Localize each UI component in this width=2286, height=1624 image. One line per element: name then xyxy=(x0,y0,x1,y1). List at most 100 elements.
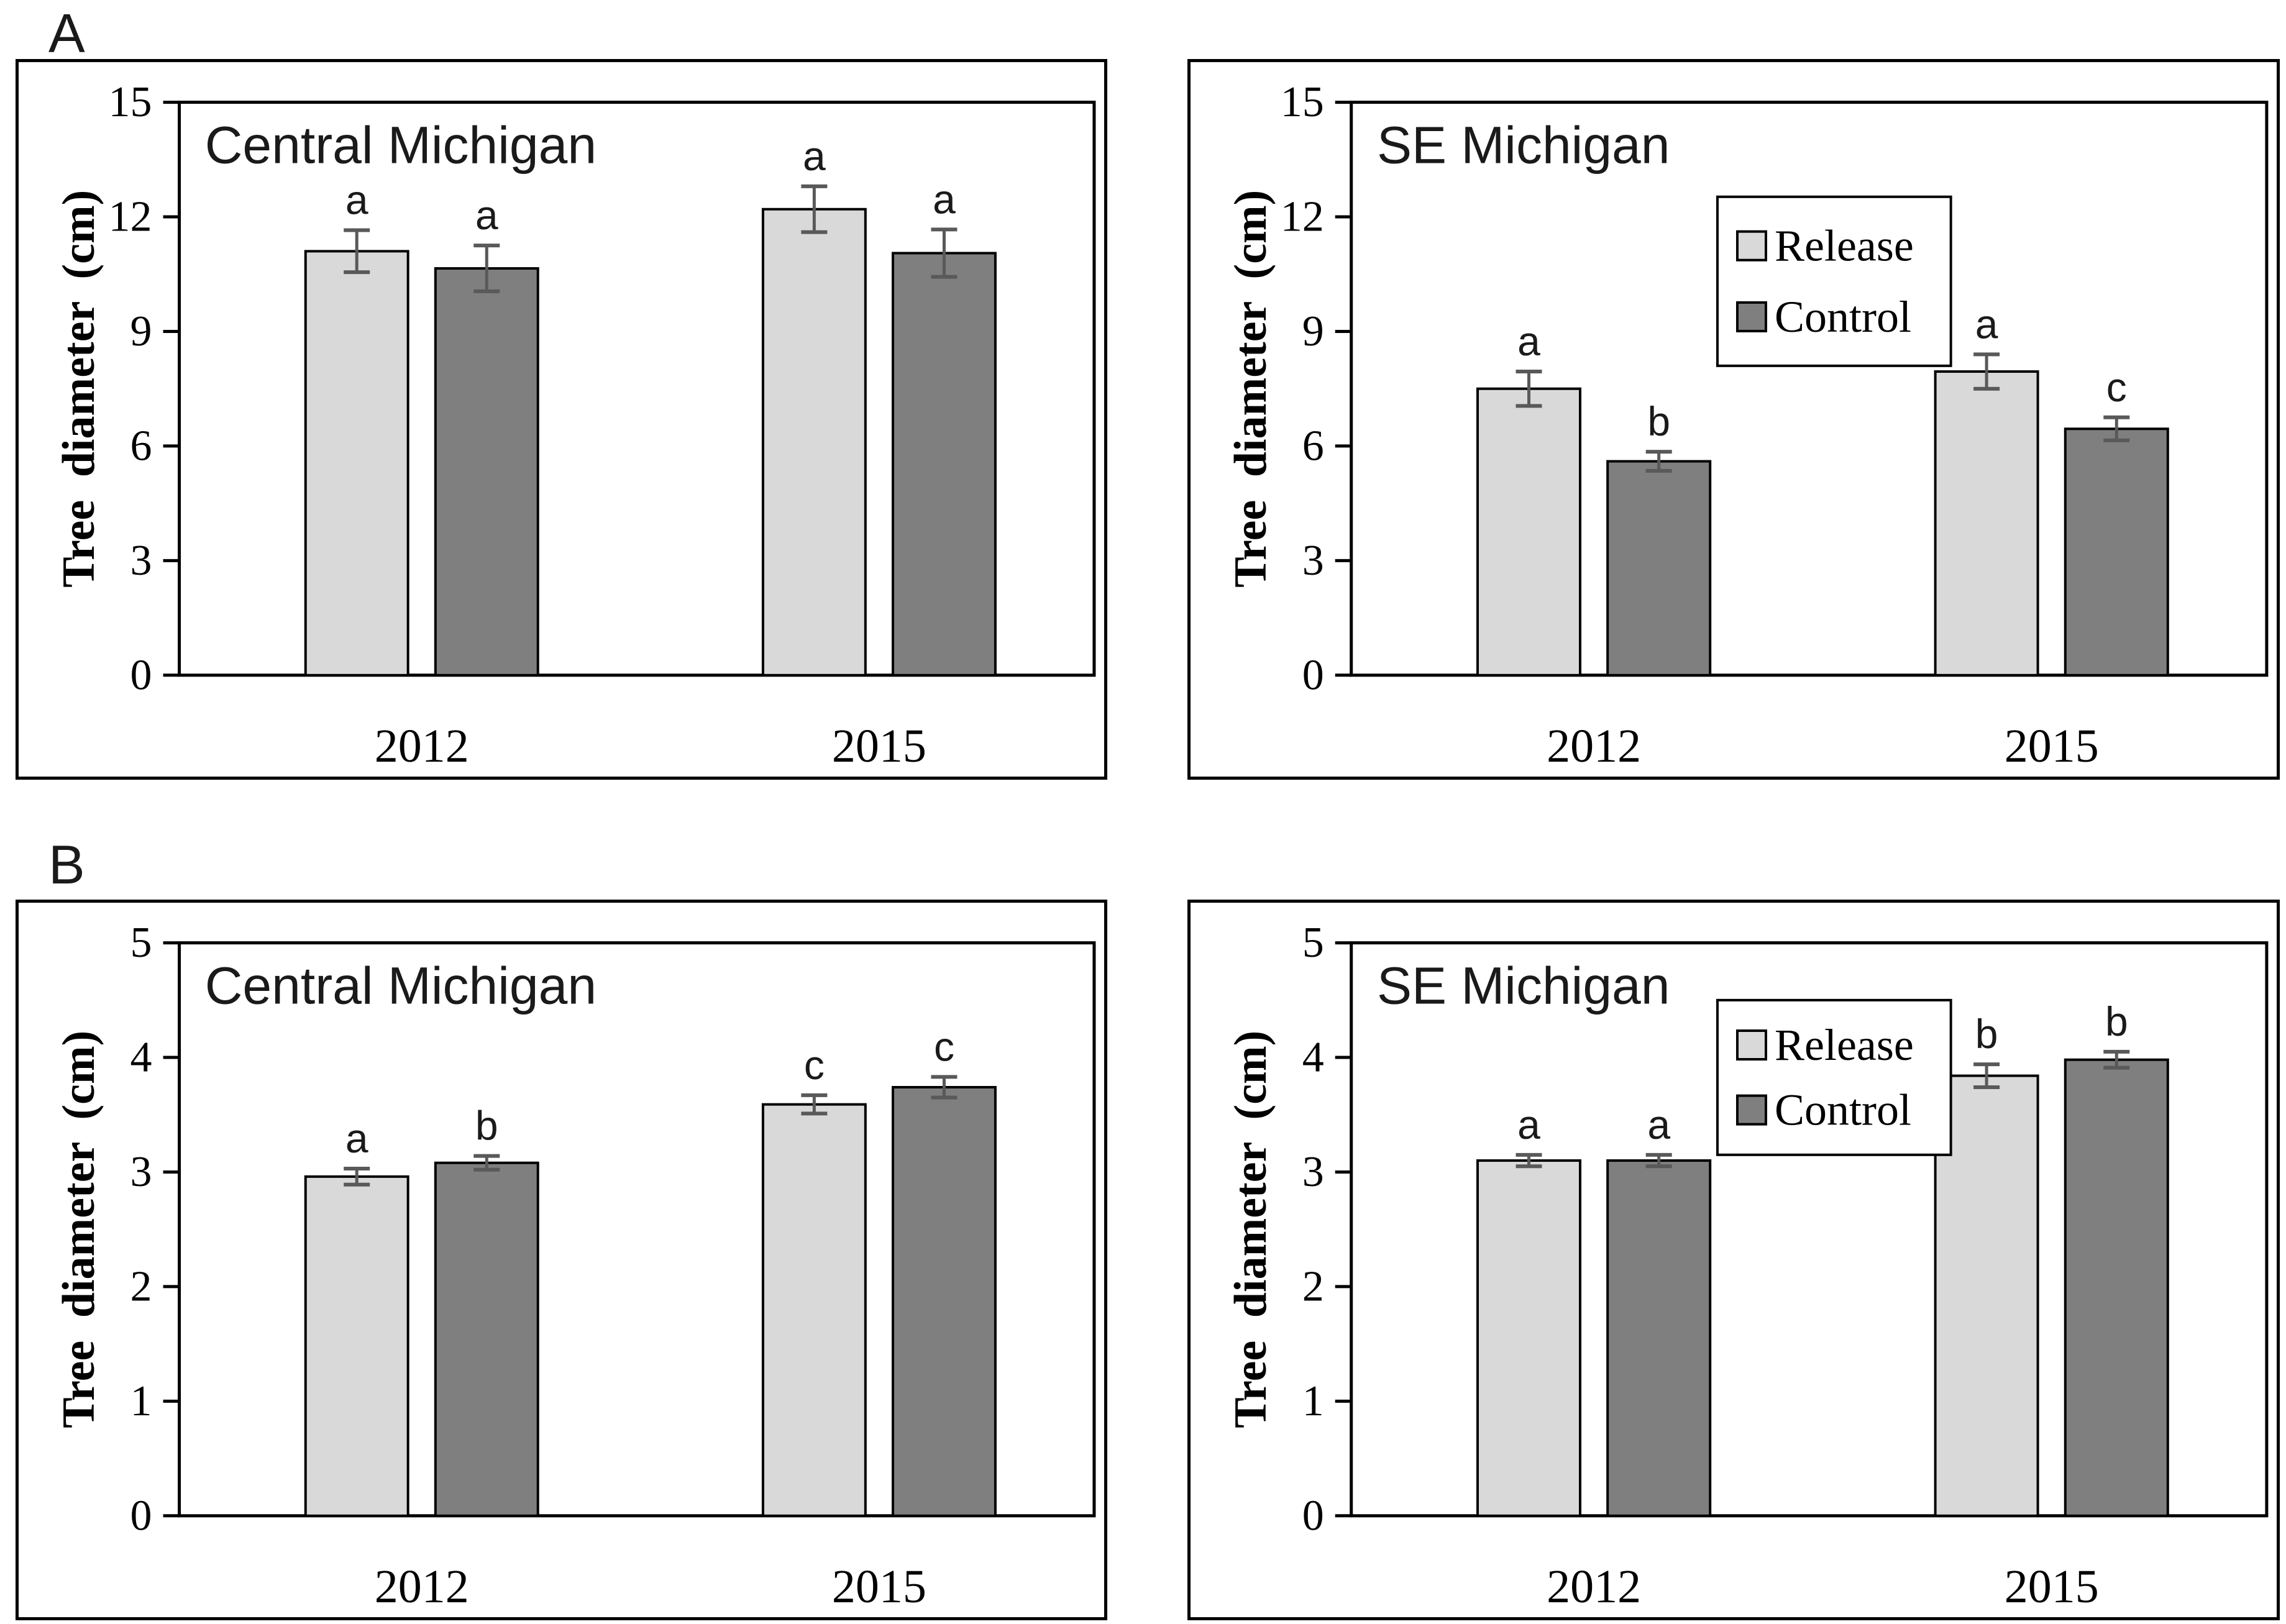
y-tick-label: 5 xyxy=(1302,919,1324,967)
x-category-label: 2015 xyxy=(832,720,926,772)
y-tick-label: 0 xyxy=(130,1492,152,1540)
y-tick-label: 3 xyxy=(1302,1148,1324,1196)
sig-letter-control-2012: b xyxy=(475,1103,498,1149)
bar-control-2015 xyxy=(2064,1058,2169,1517)
legend-box xyxy=(1716,998,1952,1156)
y-tick-label: 1 xyxy=(1302,1377,1324,1425)
bar-control-2012 xyxy=(1606,1159,1712,1517)
y-axis-label: Tree diameter (cm) xyxy=(1225,1031,1276,1428)
panel-b-central-michigan: 0 1 2 3 4 5 Tree diameter (cm) Central Michigan… xyxy=(16,900,1107,1620)
sig-letter-control-2012: a xyxy=(1647,1102,1670,1147)
y-tick-label: 15 xyxy=(1281,78,1324,126)
panel-b-se-michigan-svg: 0 1 2 3 4 5 Tree diameter (cm) SE Michigan 2012 a… xyxy=(1187,900,2280,1620)
x-category-label: 2015 xyxy=(2005,1561,2099,1613)
bar-control-2015 xyxy=(891,252,997,677)
sig-letter-release-2012: a xyxy=(345,1115,368,1161)
y-tick-label: 4 xyxy=(130,1034,152,1082)
sig-letter-control-2015: a xyxy=(933,176,956,222)
sig-letter-release-2015: b xyxy=(1975,1011,1998,1057)
panel-border xyxy=(16,59,1107,780)
panel-a-central-michigan-svg: 0 3 6 9 12 15 Tree diameter (cm) Central Michig… xyxy=(16,59,1107,780)
panel-b-se-michigan: 0 1 2 3 4 5 Tree diameter (cm) SE Michigan 2012 a… xyxy=(1187,900,2280,1620)
panel-title: SE Michigan xyxy=(1377,956,1670,1015)
bar-release-2012 xyxy=(1476,387,1582,677)
legend-label-release: Release xyxy=(1775,221,1914,271)
y-axis-label: Tree diameter (cm) xyxy=(53,190,104,588)
y-tick-label: 5 xyxy=(130,919,152,967)
bar-release-2015 xyxy=(761,208,867,677)
bar-release-2012 xyxy=(1476,1159,1582,1517)
legend-swatch-control xyxy=(1735,1094,1767,1126)
y-tick-label: 12 xyxy=(1281,193,1324,241)
panel-border xyxy=(1187,59,2280,780)
bar-release-2015 xyxy=(761,1103,867,1517)
sig-letter-control-2015: c xyxy=(2106,364,2127,410)
y-tick-label: 6 xyxy=(1302,422,1324,470)
panel-border xyxy=(1187,900,2280,1620)
y-tick-label: 2 xyxy=(130,1262,152,1310)
bar-release-2012 xyxy=(304,250,409,677)
y-tick-label: 0 xyxy=(1302,1492,1324,1540)
bar-control-2012 xyxy=(434,267,539,677)
bar-release-2015 xyxy=(1934,1074,2039,1517)
legend-swatch-control xyxy=(1735,301,1767,332)
y-tick-label: 0 xyxy=(1302,651,1324,699)
plot-frame xyxy=(178,941,1096,1518)
x-category-label: 2012 xyxy=(1547,1561,1641,1613)
y-tick-label: 2 xyxy=(1302,1262,1324,1310)
sig-letter-release-2012: a xyxy=(1517,318,1540,364)
y-tick-label: 3 xyxy=(130,537,152,585)
sig-letter-control-2015: c xyxy=(934,1023,954,1069)
legend-label-control: Control xyxy=(1775,292,1911,342)
bar-control-2012 xyxy=(434,1161,539,1517)
y-tick-label: 0 xyxy=(130,651,152,699)
legend-swatch-release xyxy=(1735,1029,1767,1061)
plot-frame xyxy=(178,101,1096,677)
section-label-a: A xyxy=(48,2,85,64)
panel-a-se-michigan-svg: 0 3 6 9 12 15 Tree diameter (cm) SE Michigan 201… xyxy=(1187,59,2280,780)
y-tick-label: 15 xyxy=(109,78,152,126)
y-axis-label: Tree diameter (cm) xyxy=(53,1031,104,1428)
bar-release-2015 xyxy=(1934,370,2039,677)
legend-swatch-release xyxy=(1735,230,1767,262)
panel-title: SE Michigan xyxy=(1377,116,1670,174)
y-tick-label: 9 xyxy=(130,308,152,355)
bar-release-2012 xyxy=(304,1175,409,1517)
bar-control-2012 xyxy=(1606,460,1712,677)
sig-letter-release-2012: a xyxy=(345,177,368,223)
sig-letter-release-2015: a xyxy=(1975,301,1998,347)
sig-letter-release-2015: a xyxy=(803,133,826,179)
legend-label-control: Control xyxy=(1775,1085,1911,1135)
y-tick-label: 1 xyxy=(130,1377,152,1425)
sig-letter-control-2015: b xyxy=(2105,998,2128,1044)
panel-a-central-michigan: 0 3 6 9 12 15 Tree diameter (cm) Central Michig… xyxy=(16,59,1107,780)
x-category-label: 2015 xyxy=(2005,720,2099,772)
y-tick-label: 3 xyxy=(1302,537,1324,585)
sig-letter-control-2012: b xyxy=(1647,398,1670,444)
panel-title: Central Michigan xyxy=(205,116,597,174)
y-axis-label: Tree diameter (cm) xyxy=(1225,190,1276,588)
panel-title: Central Michigan xyxy=(205,956,597,1015)
panel-a-se-michigan: 0 3 6 9 12 15 Tree diameter (cm) SE Michigan 201… xyxy=(1187,59,2280,780)
x-category-label: 2012 xyxy=(375,720,469,772)
plot-frame xyxy=(1350,101,2269,677)
y-tick-label: 4 xyxy=(1302,1034,1324,1082)
sig-letter-release-2015: c xyxy=(804,1042,825,1088)
plot-frame xyxy=(1350,941,2269,1518)
bar-control-2015 xyxy=(891,1085,997,1517)
y-tick-label: 12 xyxy=(109,193,152,241)
panel-border xyxy=(16,900,1107,1620)
x-category-label: 2012 xyxy=(375,1561,469,1613)
panel-b-central-michigan-svg: 0 1 2 3 4 5 Tree diameter (cm) Central Michigan… xyxy=(16,900,1107,1620)
sig-letter-release-2012: a xyxy=(1517,1102,1540,1147)
legend-label-release: Release xyxy=(1775,1020,1914,1070)
x-category-label: 2012 xyxy=(1547,720,1641,772)
sig-letter-control-2012: a xyxy=(475,192,498,238)
y-tick-label: 9 xyxy=(1302,308,1324,355)
section-label-b: B xyxy=(48,834,85,895)
y-tick-label: 6 xyxy=(130,422,152,470)
legend-box xyxy=(1716,195,1952,367)
x-category-label: 2015 xyxy=(832,1561,926,1613)
bar-control-2015 xyxy=(2064,427,2169,677)
